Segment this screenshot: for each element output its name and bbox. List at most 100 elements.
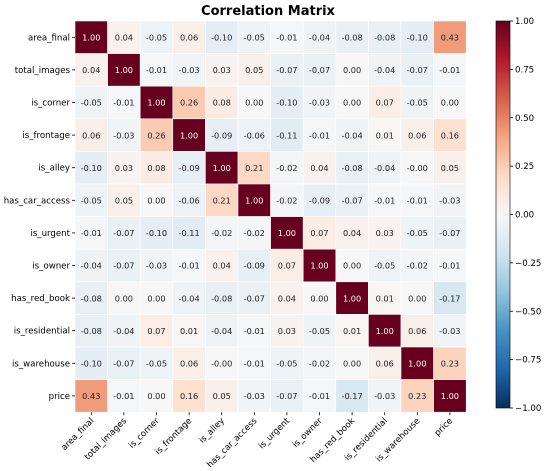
heatmap-cell: [433, 346, 467, 380]
y-tick-label: price: [49, 392, 70, 402]
cell-value-label: 0.05: [115, 196, 133, 206]
heatmap-cell: [302, 151, 337, 185]
heatmap-cell: [433, 248, 467, 283]
cell-value-label: -0.08: [211, 293, 232, 303]
heatmap-cell: [433, 53, 467, 87]
cell-value-label: 0.04: [343, 228, 361, 238]
x-tick-label: is_alley: [197, 416, 226, 445]
heatmap-cell: [270, 346, 304, 380]
y-tick-label: is_owner: [32, 262, 70, 272]
cell-value-label: -0.02: [276, 163, 297, 173]
cell-value-label: 0.06: [82, 130, 100, 140]
cell-value-label: -0.05: [81, 98, 102, 108]
heatmap-cell: [433, 118, 467, 152]
heatmap-cell: [107, 216, 141, 250]
cell-value-label: -0.03: [179, 65, 200, 75]
cell-value-label: 0.21: [213, 196, 231, 206]
heatmap-cells: 1.00 0.04 -0.05 0.06 -0.10 -0.05 -0.01 -0.04 -0.…: [74, 20, 467, 413]
heatmap-cell: [270, 53, 304, 87]
heatmap-cell: [139, 118, 174, 152]
heatmap-cell: [172, 85, 206, 120]
cell-value-label: 1.00: [245, 196, 263, 206]
heatmap-cell: [205, 216, 239, 250]
cell-value-label: 0.07: [376, 98, 394, 108]
heatmap-cell: [400, 314, 434, 348]
cell-value-label: -0.01: [439, 65, 460, 75]
cell-value-label: -0.03: [244, 391, 265, 401]
colorbar-tick-label: 0.00: [515, 211, 534, 221]
cell-value-label: 1.00: [310, 261, 328, 271]
heatmap-cell: [400, 53, 434, 87]
cell-value-label: -0.01: [113, 98, 134, 108]
cell-value-label: 0.01: [376, 130, 394, 140]
cell-value-label: -0.04: [113, 326, 134, 336]
cell-value-label: -0.08: [342, 163, 363, 173]
cell-value-label: -0.05: [244, 33, 265, 43]
x-tick-label: price: [433, 416, 455, 438]
heatmap-cell: [107, 20, 141, 54]
heatmap-cell: [270, 216, 304, 250]
heatmap-cell: [302, 281, 337, 315]
heatmap-cell: [433, 281, 467, 315]
cell-value-label: -0.09: [244, 261, 265, 271]
cell-value-label: 1.00: [441, 391, 459, 401]
heatmap-cell: [107, 53, 141, 87]
heatmap-cell: [368, 20, 402, 54]
cell-value-label: -0.09: [309, 196, 330, 206]
cell-value-label: -0.01: [439, 261, 460, 271]
heatmap-cell: [107, 314, 141, 348]
heatmap-cell: [74, 85, 108, 120]
heatmap-cell: [335, 53, 369, 87]
heatmap-cell: [237, 346, 271, 380]
heatmap-cell: [172, 248, 206, 283]
heatmap-cell: [368, 216, 402, 250]
heatmap-cell: [237, 379, 271, 413]
cell-value-label: 0.21: [245, 163, 263, 173]
heatmap-cell: [74, 151, 108, 185]
cell-value-label: -0.05: [81, 196, 102, 206]
cell-value-label: -0.01: [146, 65, 167, 75]
cell-value-label: 0.08: [147, 163, 165, 173]
cell-value-label: 0.23: [441, 359, 459, 369]
cell-value-label: 1.00: [213, 163, 231, 173]
cell-value-label: 0.07: [147, 326, 165, 336]
heatmap-cell: [172, 118, 206, 152]
cell-value-label: -0.01: [244, 359, 265, 369]
cell-value-label: -0.03: [146, 261, 167, 271]
heatmap-cell: [237, 151, 271, 185]
cell-value-label: 0.05: [245, 65, 263, 75]
y-tick-label: has_red_book: [11, 294, 70, 304]
cell-value-label: 0.07: [310, 228, 328, 238]
cell-value-label: -0.02: [211, 228, 232, 238]
cell-value-label: -0.01: [374, 196, 395, 206]
heatmap-cell: [74, 346, 108, 380]
heatmap-cell: [205, 151, 239, 185]
heatmap-cell: [74, 118, 108, 152]
colorbar-bar: [495, 20, 511, 409]
cell-value-label: -0.07: [113, 261, 134, 271]
heatmap-cell: [400, 248, 434, 283]
cell-value-label: 0.00: [343, 261, 361, 271]
cell-value-label: -0.04: [309, 33, 330, 43]
heatmap-cell: [270, 85, 304, 120]
heatmap-cell: [172, 216, 206, 250]
heatmap-cell: [107, 346, 141, 380]
heatmap-cell: [270, 281, 304, 315]
cell-value-label: -0.09: [211, 130, 232, 140]
heatmap-cell: [368, 314, 402, 348]
heatmap-cell: [433, 314, 467, 348]
heatmap-cell: [172, 53, 206, 87]
cell-value-label: 0.00: [310, 293, 328, 303]
cell-value-label: -0.05: [146, 33, 167, 43]
heatmap-cell: [74, 183, 108, 217]
cell-value-label: -0.10: [276, 98, 297, 108]
cell-value-label: 0.06: [408, 326, 426, 336]
cell-value-label: 0.03: [115, 163, 133, 173]
cell-value-label: -0.02: [244, 228, 265, 238]
cell-value-label: 0.04: [310, 163, 328, 173]
heatmap-cell: [107, 379, 141, 413]
cell-value-label: 0.04: [82, 65, 100, 75]
cell-value-label: -0.10: [146, 228, 167, 238]
cell-value-label: -0.01: [276, 33, 297, 43]
cell-value-label: 0.26: [147, 130, 165, 140]
